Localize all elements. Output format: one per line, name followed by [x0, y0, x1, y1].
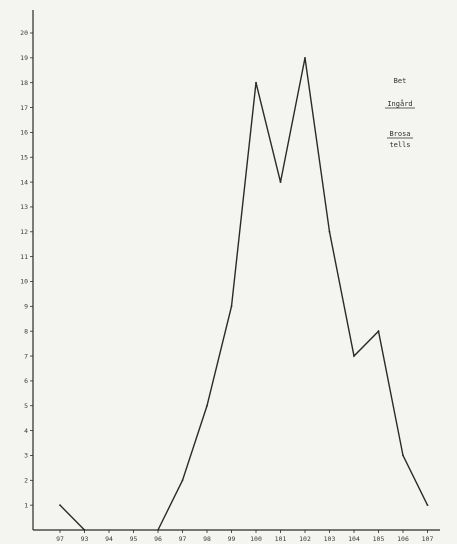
legend-line-1: Bet — [394, 77, 407, 85]
data-point — [255, 81, 257, 84]
legend-line-4: tells — [389, 141, 410, 149]
y-tick-label: 16 — [20, 129, 28, 137]
data-point — [83, 529, 86, 531]
x-tick-label: 95 — [130, 535, 138, 543]
data-point — [304, 56, 306, 59]
legend: Bet Ingård Brosa tells — [385, 77, 415, 149]
x-tick-label: 99 — [228, 535, 236, 543]
series-group — [59, 56, 429, 531]
y-tick-label: 15 — [20, 153, 28, 161]
data-point — [206, 404, 208, 407]
y-tick-label: 3 — [24, 452, 28, 460]
x-tick-label: 106 — [397, 535, 409, 543]
y-tick-label: 13 — [20, 203, 28, 211]
y-tick-label: 1 — [24, 501, 28, 509]
x-tick-label: 107 — [422, 535, 434, 543]
y-tick-label: 2 — [24, 477, 28, 485]
data-point — [328, 230, 331, 233]
data-point — [402, 454, 404, 457]
axes — [32, 10, 440, 531]
legend-line-2: Ingård — [387, 99, 412, 108]
y-tick-label: 17 — [20, 104, 28, 112]
x-tick-label: 104 — [348, 535, 360, 543]
data-point — [279, 181, 282, 184]
x-tick-label: 93 — [81, 535, 89, 543]
x-tick-label: 105 — [373, 535, 385, 543]
x-tick-label: 102 — [299, 535, 311, 543]
data-point — [157, 529, 159, 531]
x-tick-label: 97 — [56, 535, 64, 543]
x-tick-label: 97 — [179, 535, 187, 543]
y-tick-label: 11 — [20, 253, 28, 261]
legend-line-3: Brosa — [389, 130, 410, 138]
data-point — [377, 330, 380, 333]
y-tick-label: 20 — [20, 29, 28, 37]
y-tick-label: 18 — [20, 79, 28, 87]
data-point — [59, 504, 61, 507]
data-point — [181, 479, 184, 482]
x-ticks: 97 93 94 95 96 97 98 99 100 101 102 103 104 105 106 107 — [56, 530, 433, 543]
x-tick-label: 100 — [250, 535, 262, 543]
x-tick-label: 96 — [154, 535, 162, 543]
x-tick-label: 98 — [203, 535, 211, 543]
y-tick-label: 19 — [20, 54, 28, 62]
x-tick-label: 101 — [275, 535, 287, 543]
y-tick-label: 5 — [24, 402, 28, 410]
y-tick-label: 14 — [20, 178, 28, 186]
series-line-segment — [157, 57, 429, 531]
y-tick-label: 9 — [24, 303, 28, 311]
series-line-segment — [59, 504, 85, 531]
data-point — [230, 305, 233, 308]
y-tick-label: 10 — [20, 278, 28, 286]
x-tick-label: 103 — [324, 535, 336, 543]
y-tick-label: 4 — [24, 427, 28, 435]
data-point — [426, 504, 429, 507]
y-tick-label: 12 — [20, 228, 28, 236]
y-tick-label: 6 — [24, 377, 28, 385]
x-tick-label: 94 — [105, 535, 113, 543]
y-tick-label: 8 — [24, 327, 28, 335]
y-tick-label: 7 — [24, 352, 28, 360]
data-point — [353, 355, 355, 357]
